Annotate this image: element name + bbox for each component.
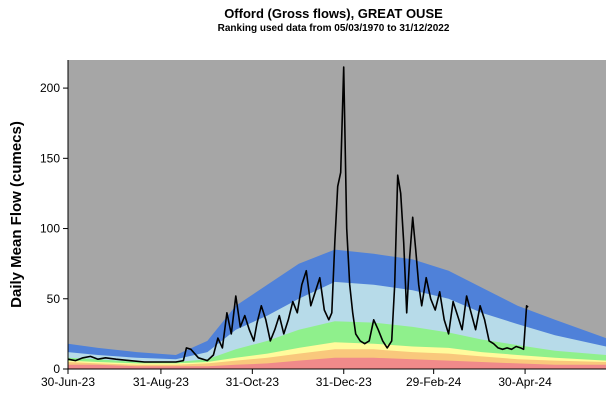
- x-tick-label: 31-Aug-23: [133, 375, 189, 389]
- flow-line: [67, 66, 529, 363]
- chart-subtitle: Ranking used data from 05/03/1970 to 31/…: [217, 23, 450, 34]
- y-axis-label: Daily Mean Flow (cumecs): [8, 121, 25, 308]
- x-tick-label: 31-Oct-23: [226, 375, 280, 389]
- axes: 0 50 100 150 200 30-Jun-23 31-Aug-23 31-Oct-23 3…: [40, 60, 606, 389]
- y-tick-label: 100: [40, 222, 60, 236]
- y-tick-label: 50: [47, 292, 61, 306]
- chart-title: Offord (Gross flows), GREAT OUSE: [224, 6, 443, 21]
- x-tick-label: 30-Apr-24: [498, 375, 552, 389]
- percentile-bands: [68, 249, 606, 369]
- band-red: [68, 357, 606, 369]
- y-tick-label: 150: [40, 151, 60, 165]
- x-tick-label: 30-Jun-23: [41, 375, 95, 389]
- x-tick-label: 29-Feb-24: [406, 375, 462, 389]
- flow-line-layer: [67, 66, 529, 363]
- y-tick-label: 200: [40, 81, 60, 95]
- y-tick-label: 0: [53, 362, 60, 376]
- x-tick-label: 31-Dec-23: [316, 375, 372, 389]
